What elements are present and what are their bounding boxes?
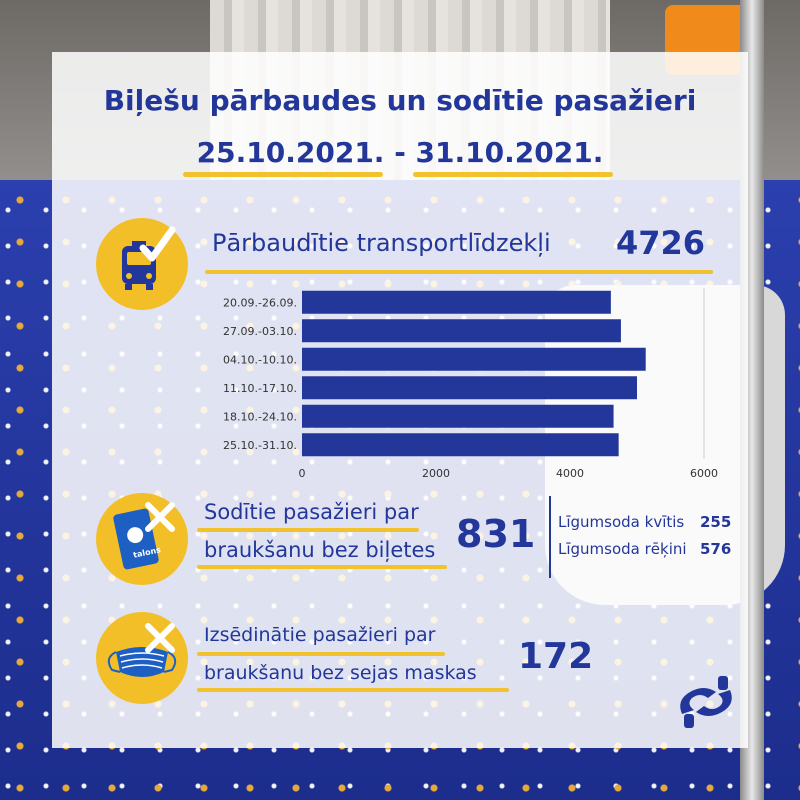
x-tick-label: 6000: [690, 467, 718, 480]
bar: [302, 319, 621, 343]
e-talons-card-cross-icon: talons: [96, 493, 188, 585]
vehicles-label: Pārbaudītie transportlīdzekļi: [212, 229, 551, 257]
x-tick-label: 2000: [422, 467, 450, 480]
removed-label-line1: Izsēdinātie pasažieri par: [204, 624, 436, 646]
fined-underline-2: [197, 565, 447, 569]
x-tick-label: 4000: [556, 467, 584, 480]
category-label: 11.10.-17.10.: [223, 382, 297, 395]
bar: [302, 347, 646, 371]
fined-label-line1: Sodītie pasažieri par: [204, 500, 419, 524]
category-label: 18.10.-24.10.: [223, 410, 297, 423]
breakdown-value-2: 576: [700, 540, 732, 558]
removed-underline-1: [197, 652, 445, 656]
vehicles-value: 4726: [616, 224, 706, 262]
breakdown-divider: [549, 496, 551, 578]
removed-value: 172: [518, 636, 594, 677]
title-underline-right: [413, 172, 613, 177]
fined-underline-1: [197, 528, 419, 532]
page-title: Biļešu pārbaudes un sodītie pasažieri: [103, 84, 697, 117]
weekly-vehicles-bar-chart: 20.09.-26.09. 27.09.-03.10. 04.10.-10.10. 1…: [223, 288, 718, 480]
rigas-satiksme-logo-icon: [672, 672, 740, 732]
category-label: 04.10.-10.10.: [223, 353, 297, 366]
removed-label-line2: braukšanu bez sejas maskas: [204, 662, 477, 684]
fined-label-line2: braukšanu bez biļetes: [204, 538, 436, 562]
bar: [302, 376, 637, 400]
category-label: 27.09.-03.10.: [223, 325, 297, 338]
bar: [302, 290, 611, 314]
face-mask-cross-icon: [96, 612, 188, 704]
bus-check-icon: [96, 218, 188, 310]
bar: [302, 404, 614, 428]
removed-underline-2: [197, 688, 509, 692]
breakdown-label-2: Līgumsoda rēķini: [558, 540, 687, 558]
breakdown-label-1: Līgumsoda kvītis: [558, 513, 685, 531]
category-label: 20.09.-26.09.: [223, 296, 297, 309]
fined-value: 831: [456, 512, 536, 556]
bar: [302, 433, 619, 457]
category-label: 25.10.-31.10.: [223, 439, 297, 452]
title-underline-left: [183, 172, 383, 177]
x-tick-label: 0: [299, 467, 306, 480]
vehicles-underline: [205, 270, 713, 274]
period-subtitle: 25.10.2021. - 31.10.2021.: [196, 136, 604, 169]
breakdown-value-1: 255: [700, 513, 732, 531]
